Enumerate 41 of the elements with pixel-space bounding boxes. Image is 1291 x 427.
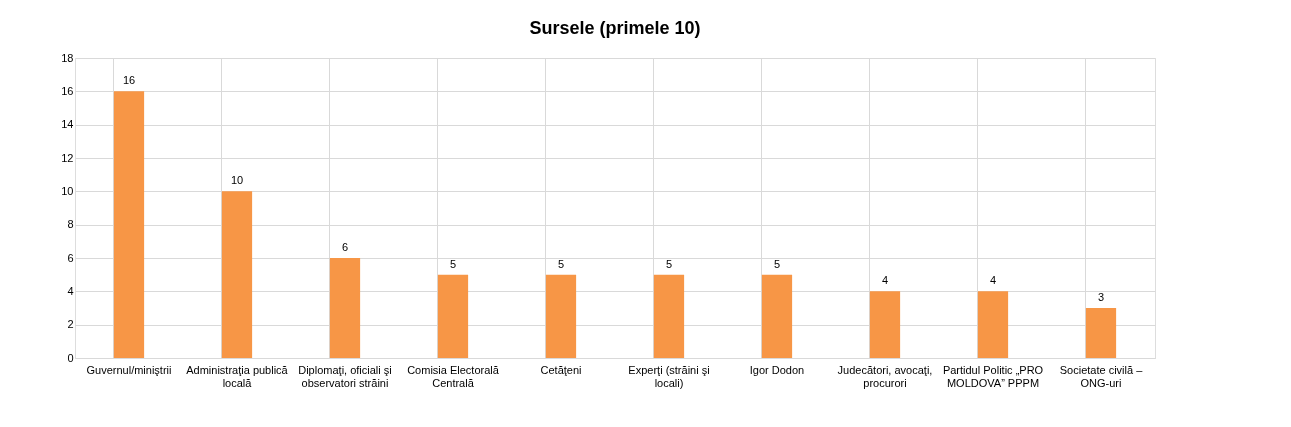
x-tick-label: Societate civilă – ONG-uri (1059, 363, 1144, 389)
x-tick-label: Partidul Politic „PRO MOLDOVA” PPPM (942, 363, 1044, 389)
data-label: 16 (122, 74, 136, 87)
y-tick-label: 2 (67, 318, 74, 331)
bar (977, 291, 1009, 358)
y-tick-label: 0 (67, 351, 74, 364)
x-tick-label: Diplomaţi, oficiali şi observatori străini (298, 363, 392, 389)
x-tick-label: Guvernul/miniştrii (86, 363, 172, 376)
bar (545, 274, 577, 358)
y-tick-label: 6 (67, 251, 74, 264)
bar (329, 258, 361, 358)
bar (761, 274, 793, 358)
x-tick-label: Judecători, avocaţi, procurori (837, 363, 933, 389)
data-label: 6 (341, 241, 349, 253)
y-tick-label: 16 (61, 84, 74, 97)
x-tick-label: Administraţia publică locală (186, 363, 289, 389)
x-tick-label: Comisia Electorală Centrală (407, 363, 500, 389)
data-label: 10 (230, 174, 244, 187)
bar (1085, 308, 1117, 358)
y-tick-label: 18 (61, 51, 74, 64)
data-label: 5 (557, 257, 565, 270)
data-label: 4 (989, 274, 997, 287)
y-tick-label: 8 (67, 218, 74, 231)
x-tick-label: Cetăţeni (540, 363, 582, 376)
data-label: 5 (665, 257, 673, 270)
data-label: 3 (1097, 291, 1105, 303)
x-tick-label: Igor Dodon (749, 363, 805, 376)
data-label: 5 (449, 257, 457, 270)
bar (869, 291, 901, 358)
bar (437, 274, 469, 358)
data-label: 4 (881, 274, 889, 287)
y-tick-label: 10 (61, 184, 74, 197)
bar (653, 274, 685, 358)
bar (221, 191, 253, 358)
y-tick-label: 4 (67, 284, 74, 297)
x-tick-label: Experţi (străini şi locali) (628, 363, 710, 389)
data-label: 5 (773, 257, 781, 270)
bar (113, 91, 145, 358)
y-tick-label: 12 (61, 151, 74, 164)
chart-title: Sursele (primele 10) (529, 18, 701, 38)
y-tick-label: 14 (61, 118, 74, 131)
